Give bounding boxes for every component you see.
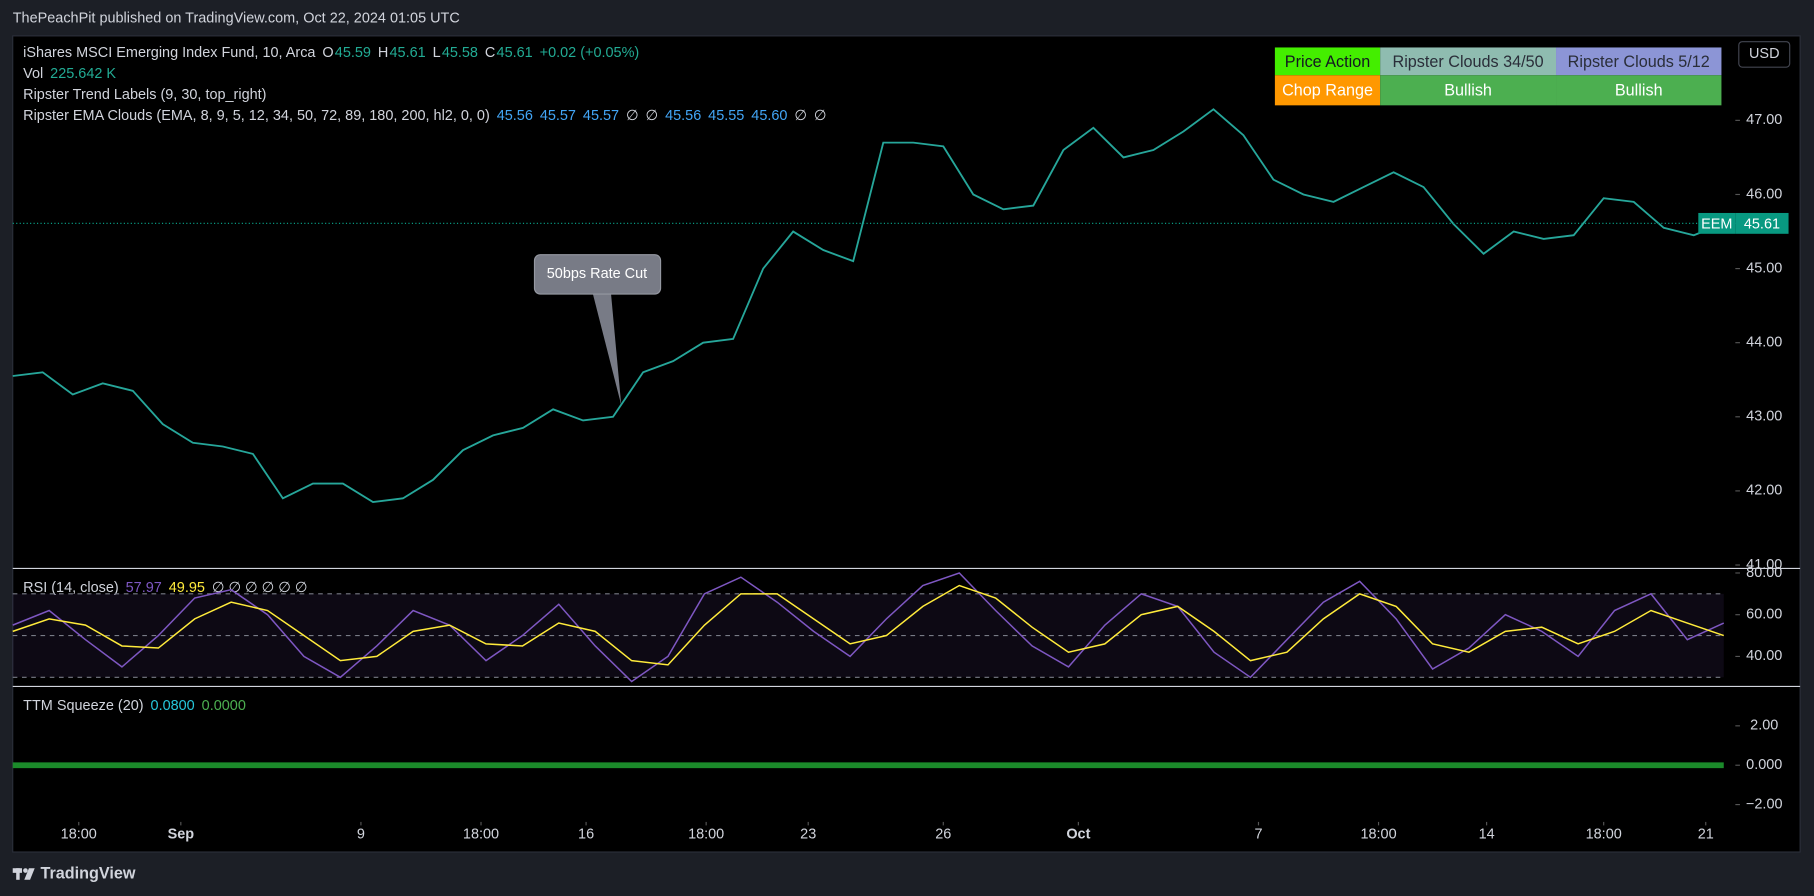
footer-brand: TradingView <box>40 864 135 882</box>
x-tick-label: 18:00 <box>1360 826 1396 842</box>
callout-pointer <box>592 291 622 406</box>
legend-item: Vol <box>23 66 43 82</box>
table-cell <box>1556 47 1722 76</box>
table-text: Bullish <box>1615 82 1663 100</box>
price-line <box>12 108 1725 504</box>
y-tick-label: 2.00 <box>1750 718 1778 734</box>
table-text: Ripster Clouds 5/12 <box>1568 53 1710 71</box>
symbol-tag <box>1698 212 1736 234</box>
logo-part <box>23 868 28 873</box>
legend-item: H <box>378 45 388 61</box>
table-cell <box>1556 75 1722 106</box>
x-tick-label: 16 <box>578 826 594 842</box>
chart-area <box>12 35 1801 853</box>
x-tick-label: 18:00 <box>1586 826 1622 842</box>
publish-header: ThePeachPit published on TradingView.com… <box>13 10 460 26</box>
legend-item: ∅ <box>646 108 659 124</box>
table-cell <box>1380 75 1557 106</box>
legend-line: Ripster EMA Clouds (EMA, 8, 9, 5, 12, 34… <box>23 108 826 124</box>
legend-item: Ripster EMA Clouds (EMA, 8, 9, 5, 12, 34… <box>23 108 490 124</box>
legend-item: ∅ <box>794 108 807 124</box>
legend-line: Vol 225.642 K <box>23 66 116 82</box>
x-tick-label: 18:00 <box>688 826 724 842</box>
callout-box <box>533 254 662 295</box>
legend-item: L <box>433 45 441 61</box>
legend-item: 45.57 <box>540 108 576 124</box>
y-tick-label: 42.00 <box>1746 483 1782 499</box>
legend-item: 45.61 <box>390 45 426 61</box>
legend-item: 45.58 <box>442 45 478 61</box>
y-tick-label: 43.00 <box>1746 409 1782 425</box>
legend-line: Ripster Trend Labels (9, 30, top_right) <box>23 87 266 103</box>
y-tick-label: −2.00 <box>1746 796 1783 812</box>
table-text: Price Action <box>1285 53 1370 71</box>
x-tick-label: 9 <box>357 826 365 842</box>
legend-item: ∅ ∅ ∅ ∅ ∅ ∅ <box>212 580 308 596</box>
table-cell <box>1274 75 1381 106</box>
table-text: Ripster Clouds 34/50 <box>1393 53 1544 71</box>
table-text: Chop Range <box>1282 82 1373 100</box>
legend-item: 49.95 <box>169 580 205 596</box>
callout-text: 50bps Rate Cut <box>547 266 647 282</box>
annotation: 50bps Rate Cut <box>533 254 662 406</box>
x-tick-label: 21 <box>1698 826 1714 842</box>
y-tick-label: 44.00 <box>1746 335 1782 351</box>
footer-logo <box>12 868 35 880</box>
legend-item: TTM Squeeze (20) <box>23 698 143 714</box>
legend-item: 45.55 <box>708 108 744 124</box>
symbol-label: EEM <box>1701 216 1732 232</box>
legend-item: 45.59 <box>335 45 371 61</box>
legend-item: 45.56 <box>665 108 701 124</box>
legend-item: ∅ <box>814 108 827 124</box>
x-tick-label: 18:00 <box>463 826 499 842</box>
rsi-line <box>12 572 1725 683</box>
y-tick-label: 40.00 <box>1746 648 1782 664</box>
currency[interactable]: USD <box>1749 46 1780 62</box>
legend-item: 57.97 <box>126 580 162 596</box>
legend-item: 45.56 <box>497 108 533 124</box>
price-tag-label: 45.61 <box>1744 216 1780 232</box>
x-tick-label: Oct <box>1066 826 1090 842</box>
legend-item: 45.60 <box>751 108 787 124</box>
y-tick-label: 60.00 <box>1746 607 1782 623</box>
y-tick-label: 0.000 <box>1746 757 1782 773</box>
legend-item: 0.0000 <box>202 698 246 714</box>
x-tick-label: 14 <box>1479 826 1495 842</box>
legend-item: 225.642 K <box>50 66 116 82</box>
x-tick-label: 7 <box>1254 826 1262 842</box>
legend-item: 45.57 <box>583 108 619 124</box>
legend-item: +0.02 (+0.05%) <box>540 45 640 61</box>
logo-part <box>24 868 35 880</box>
y-tick-label: 45.00 <box>1746 260 1782 276</box>
legend-line: iShares MSCI Emerging Index Fund, 10, Ar… <box>23 45 639 61</box>
legend-item: ∅ <box>626 108 639 124</box>
x-tick-label: Sep <box>168 826 195 842</box>
x-tick-label: 23 <box>800 826 816 842</box>
logo-part <box>16 868 20 880</box>
currency-button[interactable] <box>1738 41 1791 68</box>
table-text: Bullish <box>1444 82 1492 100</box>
legend-item: Ripster Trend Labels (9, 30, top_right) <box>23 87 266 103</box>
x-tick-label: 26 <box>935 826 951 842</box>
y-tick-label: 41.00 <box>1746 557 1782 573</box>
price-tag <box>1735 212 1789 234</box>
ttm-legend: TTM Squeeze (20) 0.0800 0.0000 <box>23 698 246 714</box>
legend-item: 45.61 <box>497 45 533 61</box>
x-tick-label: 18:00 <box>61 826 97 842</box>
legend-item: C <box>485 45 495 61</box>
rsi-legend: RSI (14, close) 57.97 49.95 ∅ ∅ ∅ ∅ ∅ ∅ <box>23 580 307 596</box>
legend-item: O <box>322 45 333 61</box>
table-cell <box>1274 47 1381 76</box>
legend-item: iShares MSCI Emerging Index Fund, 10, Ar… <box>23 45 316 61</box>
y-tick-label: 47.00 <box>1746 112 1782 128</box>
table-cell <box>1380 47 1557 76</box>
y-tick-label: 80.00 <box>1746 565 1782 581</box>
rsi-line <box>12 584 1725 666</box>
y-tick-label: 46.00 <box>1746 186 1782 202</box>
legend-item: RSI (14, close) <box>23 580 119 596</box>
legend-item: 0.0800 <box>151 698 195 714</box>
